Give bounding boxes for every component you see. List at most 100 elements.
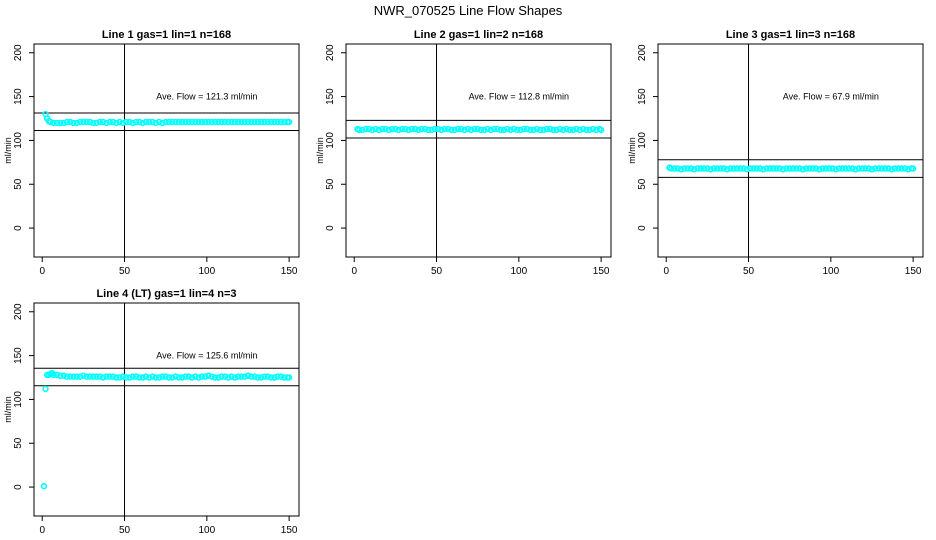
data-point [169,118,176,126]
data-point [119,119,127,127]
data-point [415,126,422,134]
data-point [159,373,166,380]
data-point [543,125,551,133]
data-point [464,125,472,133]
data-point [471,125,478,133]
average-flow-annotation: Ave. Flow = 67.9 ml/min [783,92,879,102]
data-point [556,125,564,133]
data-point [221,118,229,126]
data-point [211,118,219,126]
data-point [267,118,275,126]
data-point [149,373,156,380]
x-tick-label: 150 [281,266,298,277]
y-axis-label: ml/min [315,137,325,164]
data-point [241,118,248,126]
y-tick-label: 0 [637,225,648,231]
data-point [149,118,156,126]
data-point [70,119,77,127]
y-tick-label: 50 [13,437,24,449]
y-tick-label: 100 [13,391,24,408]
data-point [398,125,406,133]
data-point [746,165,754,172]
y-tick-label: 50 [637,178,648,190]
data-point [271,118,278,126]
data-point [67,373,74,380]
data-point [684,165,691,172]
data-point [80,372,87,379]
data-point [132,118,140,126]
data-point [776,165,784,172]
data-point [106,118,113,126]
y-tick-label: 150 [325,88,336,105]
data-point [50,371,57,379]
data-point [251,373,258,380]
data-point [862,165,869,172]
data-point [737,165,744,172]
data-point [139,119,146,127]
data-point [257,374,265,381]
data-point [458,125,465,133]
data-point [271,374,278,381]
x-tick-label: 100 [510,266,527,277]
x-tick-label: 0 [39,525,45,536]
data-point [766,165,774,172]
data-point [201,373,209,380]
data-point [188,118,196,126]
data-point [809,165,816,172]
data-point [359,126,366,134]
panel-title: Line 3 gas=1 lin=3 n=168 [726,29,855,41]
data-point [865,165,872,172]
data-point [248,118,255,126]
data-point [878,165,886,172]
data-point [566,126,574,134]
data-point [868,166,876,173]
data-point [76,373,84,380]
y-tick-label: 200 [325,44,336,61]
data-point [175,118,183,126]
data-point [474,125,481,133]
panel-3: Line 3 gas=1 lin=3 n=168 0 50 100 150 200 ml/m… [627,29,924,277]
data-point [730,165,737,172]
data-point [546,125,554,133]
plot-box [657,43,924,258]
data-point [687,165,695,172]
data-point [109,373,117,380]
data-point [251,118,258,126]
data-point [122,374,130,381]
data-point [375,126,383,134]
data-point [244,372,252,379]
data-point [178,118,186,126]
data-point [155,118,163,126]
plot-box [33,43,300,258]
data-point [461,126,468,134]
data-point [277,373,285,380]
data-point [285,374,293,381]
data-point [155,374,163,381]
data-point [576,126,583,134]
panel-title: Line 2 gas=1 lin=2 n=168 [414,29,543,41]
data-point [852,166,859,173]
data-point [99,118,107,126]
data-point [182,118,189,126]
data-point [113,119,120,127]
panel-title: Line 4 (LT) gas=1 lin=4 n=3 [96,288,236,300]
data-point [142,118,150,126]
data-point [743,166,751,173]
data-point [720,165,728,172]
data-point [898,165,905,172]
data-point [93,373,100,380]
data-point [109,118,117,126]
y-tick-label: 150 [13,347,24,364]
data-point [783,165,790,172]
data-point [513,126,521,134]
data-point [448,126,455,134]
data-point [47,118,54,126]
data-point [40,482,48,490]
data-point [849,165,856,172]
data-point [142,373,150,380]
data-point [832,166,839,173]
data-point [510,125,518,133]
data-point [405,126,412,134]
data-point [60,119,67,127]
data-point [231,374,239,381]
